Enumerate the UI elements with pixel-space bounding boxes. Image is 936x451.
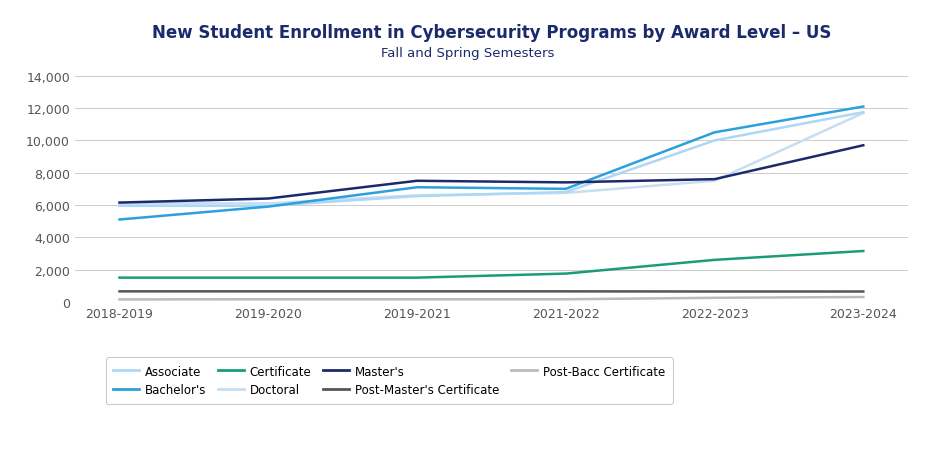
- Text: Fall and Spring Semesters: Fall and Spring Semesters: [381, 47, 555, 60]
- Legend: Associate, Bachelor's, Certificate, Doctoral, Master's, Post-Master's Certificat: Associate, Bachelor's, Certificate, Doct…: [106, 358, 673, 404]
- Title: New Student Enrollment in Cybersecurity Programs by Award Level – US: New Student Enrollment in Cybersecurity …: [152, 24, 831, 42]
